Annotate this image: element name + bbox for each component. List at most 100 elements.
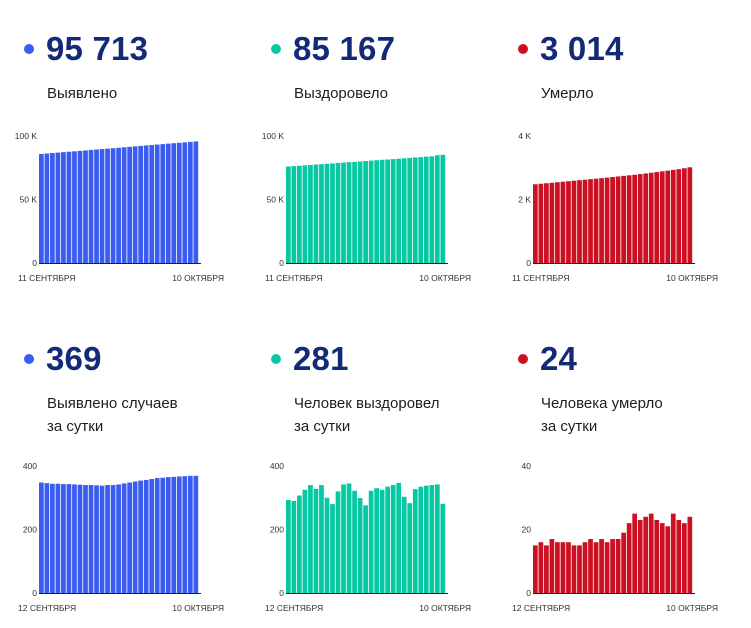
bar [632,513,638,594]
bar [182,476,188,593]
bar [121,483,127,593]
bar [681,523,687,593]
bar [544,183,549,263]
bar [149,145,155,263]
legend-dot [271,354,281,364]
y-tick-label: 4 K [518,131,531,141]
stat-label: Человек выздоровел [294,395,440,412]
bar [105,485,110,593]
bar [615,176,621,263]
x-tick-label-end: 10 ОКТЯБРЯ [172,273,224,283]
bar [418,486,424,593]
bar [55,152,61,263]
bar [648,513,654,594]
bar [423,485,429,593]
bar [588,539,593,593]
bar [132,146,138,263]
panel-cumulative-recovered: 85 167 Выздоровело 0 50 K 100 K 11 СЕНТЯБРЯ 10… [262,0,510,306]
bar [83,150,88,263]
bar [379,489,385,593]
bar [379,159,385,263]
bar [544,545,549,594]
bar [549,182,555,263]
bar [291,166,297,263]
bar [346,162,352,263]
legend-dot [24,354,34,364]
bar [687,167,693,263]
bar [423,156,429,263]
bar [291,500,297,593]
bar [346,483,352,593]
bar [412,489,418,593]
bar [110,485,116,593]
bar [138,480,144,593]
bar [132,481,138,593]
stat-value: 95 713 [46,30,149,67]
x-tick-label-start: 11 СЕНТЯБРЯ [18,273,75,283]
bar [160,144,166,263]
bar [440,503,446,593]
bar [440,154,446,263]
x-tick-label-end: 10 ОКТЯБРЯ [419,273,471,283]
bar [143,145,149,263]
bar [330,504,335,593]
bar [604,542,610,593]
bar [374,488,379,593]
bar [538,542,544,593]
bar [187,475,193,593]
bar [429,156,435,263]
x-tick-label-start: 11 СЕНТЯБРЯ [512,273,569,283]
bar [55,483,61,593]
y-tick-label: 20 [522,525,532,535]
panel-daily-cases: 369 Выявлено случаев за сутки 0 200 400 12 СЕН… [18,310,263,616]
bar [61,484,66,593]
bar [434,484,440,593]
bar [626,523,632,593]
bar-chart-daily-deaths: 0 20 40 12 СЕНТЯБРЯ 10 ОКТЯБРЯ [512,461,718,613]
stat-value: 369 [46,340,102,377]
bar [154,144,160,263]
bar [352,161,357,263]
bar [368,490,374,593]
bar [99,149,105,263]
x-tick-label-start: 11 СЕНТЯБРЯ [265,273,322,283]
bar [390,485,396,593]
bar [88,149,94,263]
x-tick-label-start: 12 СЕНТЯБРЯ [512,603,570,613]
y-tick-label: 50 K [20,195,38,205]
bar [171,476,177,593]
bar [604,177,610,263]
bar [66,151,72,263]
bar [643,516,649,593]
stat-label: Выявлено случаев [47,395,178,412]
bar [182,142,188,263]
panel-daily-deaths: 24 Человека умерло за сутки 0 20 40 12 СЕНТЯБР… [512,310,751,616]
bar [566,542,571,593]
bar [555,182,560,263]
bar [50,483,55,593]
bar [77,484,83,593]
bar [665,170,671,263]
bar [193,141,199,263]
bar [560,181,566,263]
y-tick-label: 0 [526,258,531,268]
bar [676,519,682,593]
bar [533,545,538,594]
bar [127,146,132,263]
bar [582,542,588,593]
bar [676,169,682,263]
bar [176,476,182,593]
bar [39,154,44,263]
bar [654,172,660,263]
stat-label: Человека умерло [541,395,663,412]
bar [401,158,407,263]
stat-value: 281 [293,340,349,377]
bar [659,171,665,263]
bar [396,158,402,263]
bar [363,505,368,593]
bar-chart-cumulative-cases: 0 50 K 100 K 11 СЕНТЯБРЯ 10 ОКТЯБРЯ [15,131,224,283]
stat-value: 85 167 [293,30,396,67]
y-tick-label: 100 K [15,131,38,141]
bar [50,153,55,263]
bar [297,495,302,593]
